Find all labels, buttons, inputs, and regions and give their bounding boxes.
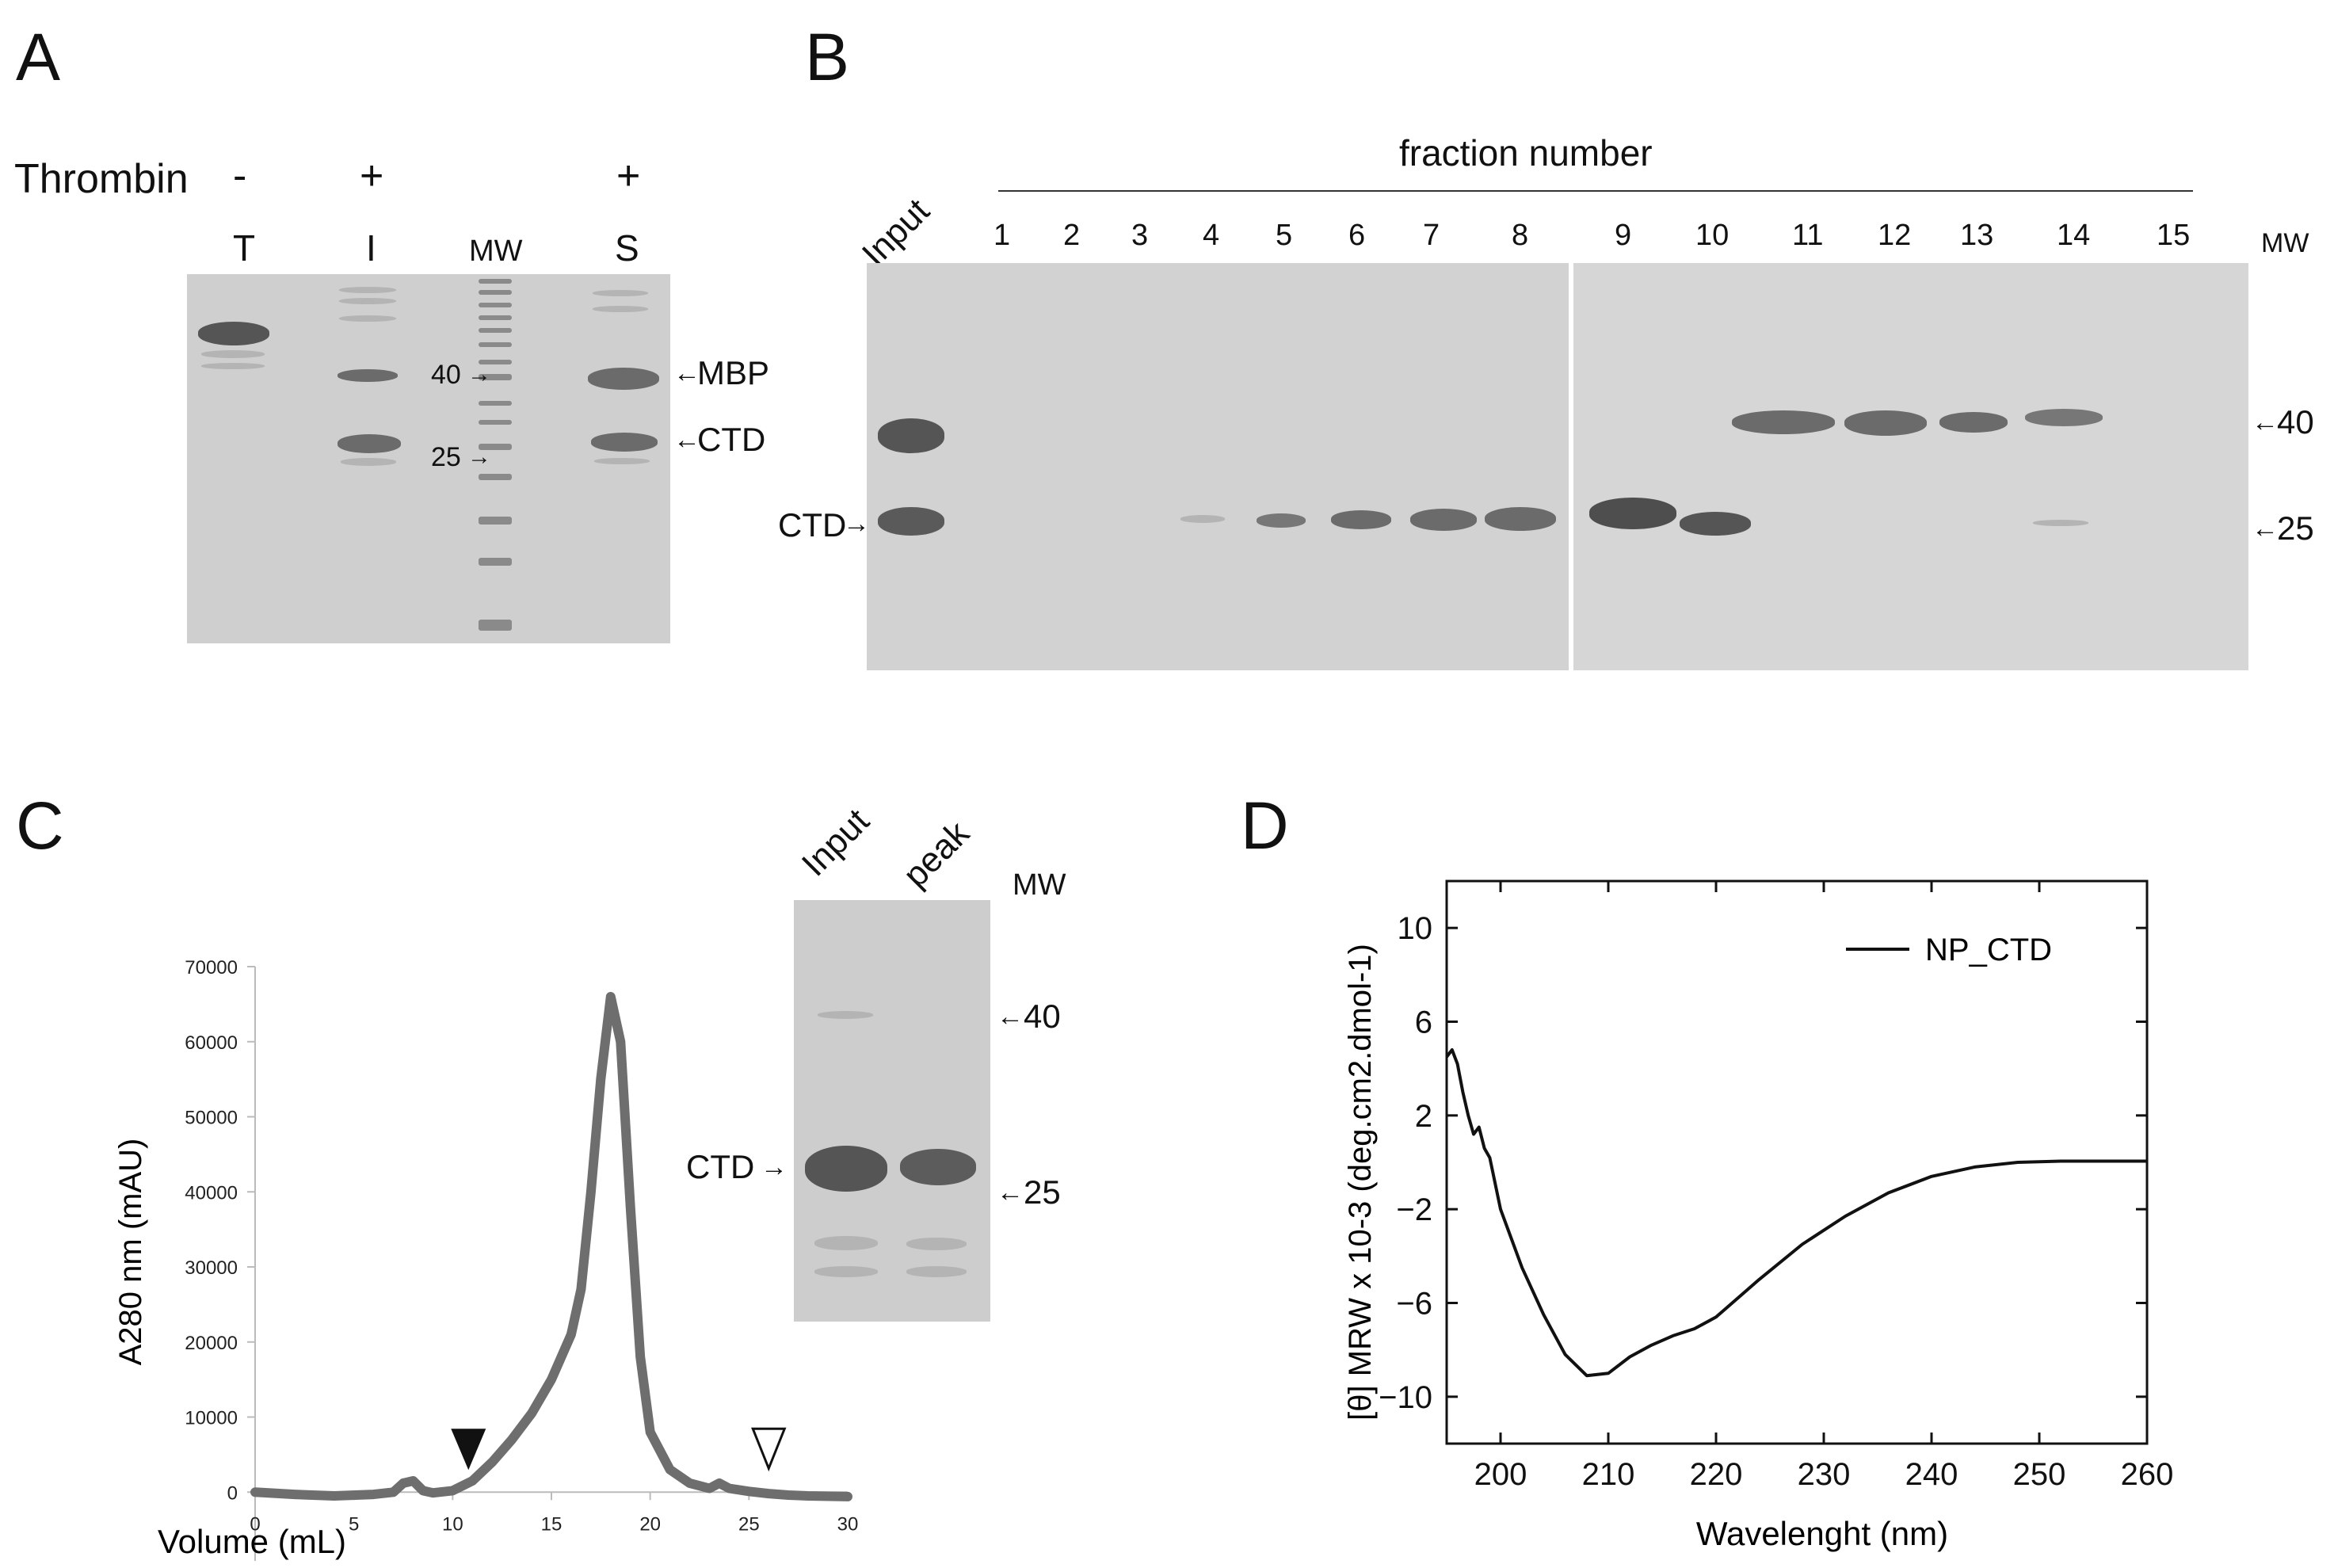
chromatogram-y-title: A280 nm (mAU): [113, 1139, 148, 1366]
gel-c-mw-25: 25: [1024, 1173, 1061, 1211]
arrow-left-icon: ←: [997, 1177, 1024, 1207]
lane-label-i: I: [366, 227, 376, 269]
cd-x-tick-label: 230: [1798, 1457, 1851, 1492]
arrow-right-icon: →: [761, 1152, 788, 1182]
ctd-label-b: CTD: [778, 506, 847, 544]
thrombin-sign-t: -: [233, 153, 247, 199]
arrow-left-icon: ←: [673, 358, 700, 388]
cd-y-title: [θ] MRW x 10-3 (deg.cm2.dmol-1): [1343, 944, 1378, 1421]
fraction-label: 7: [1423, 219, 1440, 252]
chromatogram-y-tick-label: 70000: [185, 957, 238, 979]
fraction-label: 3: [1131, 219, 1149, 252]
chromatogram-line: [250, 991, 852, 1501]
lane-label-t: T: [233, 227, 256, 269]
cd-x-tick-label: 210: [1582, 1457, 1635, 1492]
cd-y-tick-label: 2: [1415, 1099, 1432, 1134]
fraction-label: 9: [1615, 219, 1632, 252]
band-label-mbp: MBP: [697, 354, 770, 391]
fraction-label: 11: [1792, 219, 1824, 252]
arrow-left-icon: ←: [997, 1001, 1024, 1032]
cd-y-tick-label: −10: [1379, 1380, 1432, 1415]
fraction-label: 6: [1348, 219, 1366, 252]
gel-image-c: [794, 900, 990, 1322]
gel-image-b-left: [867, 263, 1569, 670]
gel-c-mw-label: MW: [1013, 868, 1066, 902]
mw-marker-25-a: 25: [431, 442, 461, 472]
arrow-left-icon: ←: [673, 425, 700, 455]
cd-x-tick-label: 260: [2121, 1457, 2174, 1492]
chromatogram-y-tick-label: 60000: [185, 1032, 238, 1054]
gel-c-mw-40: 40: [1024, 998, 1061, 1035]
chromatogram-y-tick-label: 40000: [185, 1182, 238, 1204]
cd-legend-label: NP_CTD: [1925, 933, 2052, 967]
cd-y-tick-label: −6: [1396, 1287, 1432, 1322]
gel-c-peak-label: peak: [895, 814, 977, 895]
chromatogram-y-tick-label: -10000: [178, 1558, 238, 1561]
gel-c-ctd-label: CTD: [686, 1148, 755, 1185]
fraction-label: 13: [1960, 219, 1994, 252]
cd-y-tick-label: 6: [1415, 1005, 1432, 1040]
cd-x-tick-label: 220: [1690, 1457, 1743, 1492]
fraction-number-header: fraction number: [1399, 132, 1653, 174]
mw-marker-40-a: 40: [431, 360, 461, 390]
chromatogram-y-tick-label: 20000: [185, 1333, 238, 1354]
mw-label-b: MW: [2261, 228, 2309, 258]
chromatogram-y-tick-label: 30000: [185, 1257, 238, 1279]
fraction-label: 2: [1063, 219, 1081, 252]
mw-marker-25-b: 25: [2277, 509, 2314, 547]
fraction-label: 14: [2057, 219, 2091, 252]
fraction-label: 12: [1878, 219, 1912, 252]
fraction-label: 4: [1203, 219, 1220, 252]
fraction-label: 1: [993, 219, 1011, 252]
cd-y-tick-label: 10: [1398, 911, 1433, 946]
arrow-left-icon: ←: [2252, 513, 2279, 544]
open-triangle-marker-icon: [751, 1427, 787, 1472]
mw-marker-40-b: 40: [2277, 403, 2314, 441]
arrow-right-icon: →: [467, 444, 491, 470]
cd-x-tick-label: 240: [1905, 1457, 1958, 1492]
thrombin-sign-s: +: [616, 153, 641, 199]
fraction-label: 8: [1512, 219, 1529, 252]
chromatogram-x-tick-label: 25: [738, 1513, 760, 1535]
arrow-right-icon: →: [843, 509, 870, 539]
thrombin-sign-i: +: [360, 153, 384, 199]
chromatogram-y-tick-label: 50000: [185, 1108, 238, 1129]
panel-label-b: B: [805, 20, 850, 94]
cd-x-tick-label: 200: [1474, 1457, 1527, 1492]
gel-image-a: [187, 274, 670, 643]
arrow-left-icon: ←: [2252, 407, 2279, 437]
arrow-right-icon: →: [467, 361, 491, 387]
panel-label-a: A: [16, 20, 61, 94]
chromatogram-x-tick-label: 5: [349, 1513, 359, 1535]
chromatogram-y-tick-label: 10000: [185, 1408, 238, 1429]
fraction-label: 5: [1276, 219, 1293, 252]
cd-x-tick-label: 250: [2013, 1457, 2066, 1492]
fraction-header-line: [998, 190, 2193, 192]
panel-label-d: D: [1241, 788, 1289, 863]
thrombin-label: Thrombin: [14, 156, 189, 202]
cd-x-title: Wavelenght (nm): [1696, 1515, 1948, 1552]
chromatogram-chart: -10000 0 10000 20000 30000 40000 50000 60000 700…: [113, 957, 859, 1561]
fraction-label: 10: [1695, 219, 1730, 252]
lane-label-s: S: [615, 227, 639, 269]
cd-y-tick-label: −2: [1396, 1192, 1432, 1227]
chromatogram-x-title: Volume (mL): [158, 1523, 346, 1560]
panel-label-c: C: [16, 788, 64, 863]
chromatogram-x-tick-label: 15: [541, 1513, 563, 1535]
fraction-label: 15: [2157, 219, 2191, 252]
chromatogram-y-tick-label: 0: [227, 1482, 238, 1504]
chromatogram-x-tick-label: 20: [639, 1513, 661, 1535]
filled-triangle-marker-icon: [451, 1429, 486, 1471]
cd-series-line: [1445, 1048, 2147, 1378]
band-label-ctd: CTD: [697, 421, 766, 458]
chromatogram-x-tick-label: 30: [837, 1513, 859, 1535]
chromatogram-x-tick-label: 0: [250, 1513, 260, 1535]
input-label-b: Input: [854, 191, 937, 274]
gel-c-input-label: Input: [794, 801, 877, 884]
lane-label-mw: MW: [469, 235, 523, 268]
gel-image-b-right: [1573, 263, 2248, 670]
chromatogram-x-tick-label: 10: [442, 1513, 463, 1535]
